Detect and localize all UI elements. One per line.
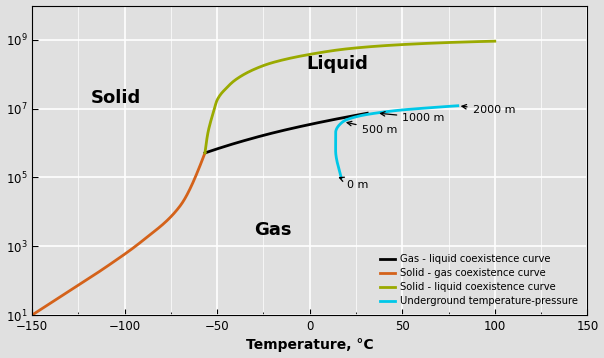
Gas - liquid coexistence curve [297,124,304,129]
Solid - liquid coexistence curve [379,44,386,48]
Solid - liquid coexistence curve [374,44,381,48]
Solid - gas coexistence curve [28,313,36,317]
Solid - liquid coexistence curve [373,44,380,48]
Solid - gas coexistence curve [185,189,193,193]
Solid - gas coexistence curve [134,242,141,247]
Gas - liquid coexistence curve [349,114,356,118]
X-axis label: Temperature, °C: Temperature, °C [246,338,373,352]
Line: Gas - liquid coexistence curve: Gas - liquid coexistence curve [205,113,367,153]
Text: Solid: Solid [90,90,141,107]
Solid - gas coexistence curve [174,207,181,211]
Legend: Gas - liquid coexistence curve, Solid - gas coexistence curve, Solid - liquid co: Gas - liquid coexistence curve, Solid - … [376,250,582,310]
Gas - liquid coexistence curve [201,151,208,155]
Gas - liquid coexistence curve [202,151,209,155]
Solid - gas coexistence curve [132,245,139,249]
Line: Solid - liquid coexistence curve: Solid - liquid coexistence curve [205,41,495,153]
Gas - liquid coexistence curve [338,116,345,120]
Text: 2000 m: 2000 m [462,105,515,115]
Text: 1000 m: 1000 m [381,112,445,123]
Solid - gas coexistence curve [201,151,208,155]
Line: Solid - gas coexistence curve: Solid - gas coexistence curve [32,153,205,315]
Underground temperature-pressure [390,109,397,113]
Underground temperature-pressure [454,103,461,108]
Text: 500 m: 500 m [347,121,397,135]
Solid - liquid coexistence curve [201,151,208,155]
Text: Gas: Gas [254,221,292,239]
Underground temperature-pressure [390,108,397,113]
Underground temperature-pressure [332,149,339,154]
Solid - gas coexistence curve [131,245,138,249]
Solid - liquid coexistence curve [202,143,210,147]
Solid - gas coexistence curve [29,313,36,317]
Solid - liquid coexistence curve [446,40,453,45]
Gas - liquid coexistence curve [364,111,371,115]
Gas - liquid coexistence curve [301,124,308,128]
Line: Underground temperature-pressure: Underground temperature-pressure [336,106,458,178]
Underground temperature-pressure [373,111,381,115]
Solid - liquid coexistence curve [491,39,498,43]
Text: 0 m: 0 m [339,177,368,190]
Gas - liquid coexistence curve [298,124,305,129]
Underground temperature-pressure [338,175,345,180]
Underground temperature-pressure [341,118,349,123]
Underground temperature-pressure [335,123,342,127]
Text: Liquid: Liquid [307,55,368,73]
Solid - liquid coexistence curve [464,40,471,44]
